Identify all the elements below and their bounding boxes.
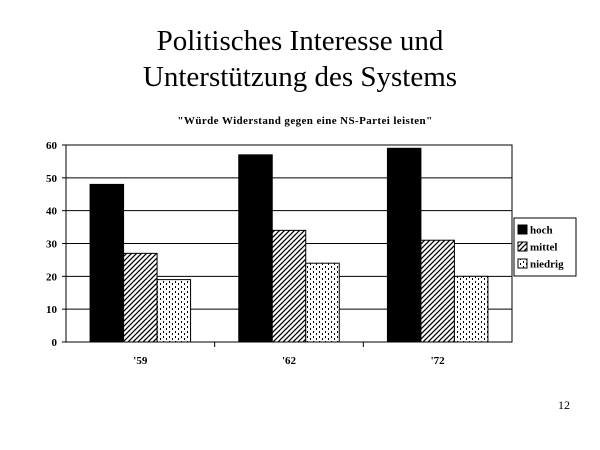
bar-niedrig-2 xyxy=(305,262,340,343)
slide-title-line2: Unterstützung des Systems xyxy=(142,61,458,93)
y-tick-label: 0 xyxy=(52,337,58,349)
bar-mittel-3 xyxy=(420,239,455,343)
bar-niedrig-1 xyxy=(156,279,192,343)
bar-hoch-1 xyxy=(89,183,125,343)
y-tick-label: 60 xyxy=(46,140,58,152)
bar-hoch-2 xyxy=(238,154,273,343)
page-number: 12 xyxy=(558,398,570,412)
x-tick-label: '59 xyxy=(133,355,148,367)
legend-swatch-hoch xyxy=(517,224,528,235)
legend-swatch-niedrig xyxy=(517,258,528,269)
y-tick-label: 50 xyxy=(46,173,58,185)
bar-niedrig-3 xyxy=(453,275,489,343)
y-tick-label: 20 xyxy=(46,271,58,283)
bar-mittel-1 xyxy=(123,252,158,343)
legend-label-mittel: mittel xyxy=(530,242,557,254)
bar-mittel-2 xyxy=(271,229,307,343)
legend-label-niedrig: niedrig xyxy=(530,259,564,271)
x-tick-label: '62 xyxy=(282,355,297,367)
slide-title-line1: Politisches Interesse und xyxy=(156,25,444,57)
x-tick-label: '72 xyxy=(431,355,446,367)
legend-label-hoch: hoch xyxy=(530,225,553,237)
chart-title: "Würde Widerstand gegen eine NS-Partei l… xyxy=(177,115,432,127)
legend-swatch-mittel xyxy=(517,241,528,252)
y-tick-label: 30 xyxy=(46,239,58,251)
bar-hoch-3 xyxy=(386,147,422,343)
y-tick-label: 40 xyxy=(46,206,58,218)
y-tick-label: 10 xyxy=(46,304,58,316)
